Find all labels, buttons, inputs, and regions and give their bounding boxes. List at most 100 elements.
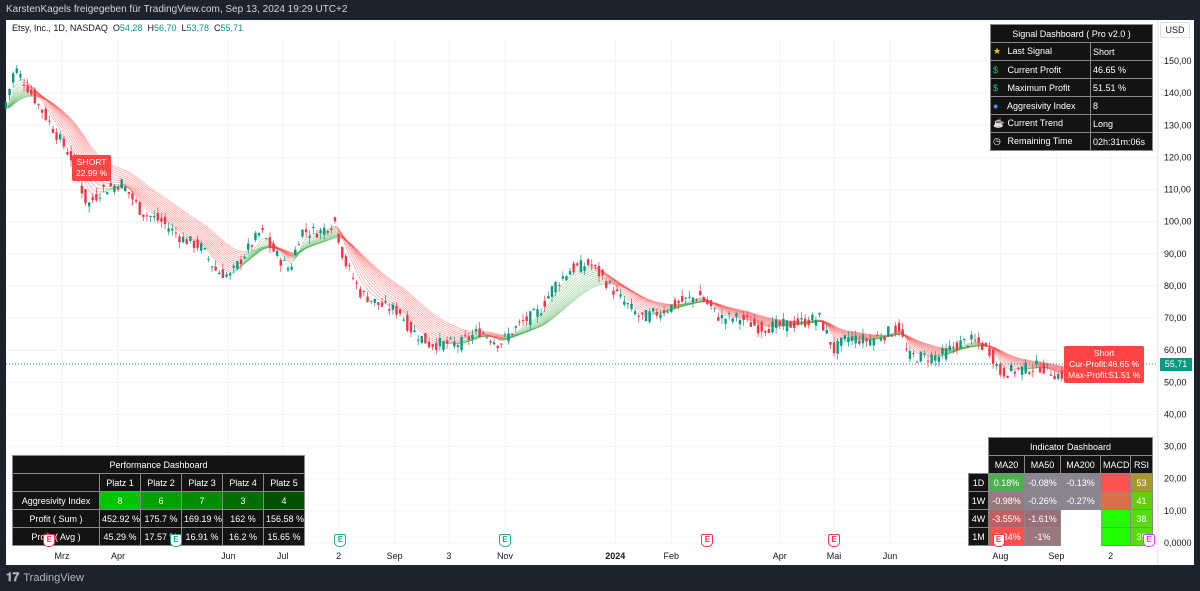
ribbon-segment — [220, 244, 225, 249]
ribbon-segment — [969, 345, 974, 348]
ribbon-segment — [864, 335, 869, 337]
ribbon-segment — [911, 337, 916, 341]
ribbon-segment — [325, 228, 330, 231]
ribbon-segment — [354, 255, 359, 263]
candle-body — [876, 335, 879, 337]
ribbon-segment — [249, 252, 254, 255]
ribbon-segment — [340, 237, 345, 240]
ribbon-segment — [94, 150, 99, 156]
ribbon-segment — [14, 84, 19, 91]
ribbon-segment — [336, 228, 341, 232]
ribbon-segment — [314, 242, 319, 245]
ribbon-segment — [209, 238, 215, 243]
candle-body — [243, 256, 246, 259]
candle-body — [923, 353, 926, 355]
earnings-marker[interactable]: E — [498, 534, 511, 547]
ribbon-segment — [159, 194, 164, 198]
ribbon-segment — [517, 333, 522, 335]
ribbon-segment — [61, 112, 66, 117]
ribbon-segment — [141, 188, 146, 192]
ribbon-segment — [1049, 365, 1053, 368]
ribbon-segment — [47, 100, 52, 105]
ribbon-segment — [618, 284, 623, 289]
ribbon-segment — [915, 341, 920, 344]
ribbon-segment — [213, 232, 218, 237]
currency-button[interactable]: USD — [1160, 22, 1190, 38]
ribbon-segment — [83, 135, 88, 142]
ribbon-segment — [448, 329, 453, 332]
ribbon-segment — [1005, 355, 1010, 359]
ribbon-segment — [1005, 358, 1010, 362]
ribbon-segment — [293, 255, 298, 259]
tradingview-logo[interactable]: 𝟏𝟕 TradingView — [6, 570, 84, 585]
ribbon-segment — [911, 342, 916, 346]
ribbon-segment — [173, 209, 178, 213]
ribbon-segment — [593, 278, 598, 281]
ribbon-segment — [141, 190, 146, 194]
ribbon-segment — [329, 236, 334, 239]
ribbon-segment — [531, 317, 536, 322]
ribbon-segment — [166, 212, 171, 216]
ribbon-segment — [857, 332, 862, 334]
candle-body — [623, 301, 626, 305]
earnings-marker[interactable]: E — [992, 534, 1005, 547]
ribbon-segment — [253, 253, 258, 257]
candle-body — [746, 315, 749, 318]
ribbon-segment — [922, 348, 927, 351]
ribbon-segment — [828, 325, 833, 330]
ribbon-segment — [209, 250, 215, 256]
ribbon-segment — [231, 255, 236, 258]
earnings-marker[interactable]: E — [43, 534, 56, 547]
ribbon-segment — [517, 330, 522, 335]
ribbon-segment — [531, 324, 536, 327]
candle-body — [843, 335, 847, 339]
ribbon-segment — [492, 335, 496, 337]
ribbon-segment — [560, 294, 565, 300]
ribbon-segment — [372, 265, 377, 270]
earnings-marker[interactable]: E — [334, 534, 347, 547]
ribbon-segment — [181, 226, 186, 230]
ribbon-segment — [412, 302, 417, 306]
ribbon-segment — [354, 248, 359, 254]
ribbon-segment — [213, 242, 218, 247]
ribbon-segment — [636, 294, 641, 298]
ribbon-segment — [625, 286, 630, 291]
ribbon-segment — [246, 258, 251, 263]
ribbon-segment — [76, 138, 81, 146]
ribbon-segment — [513, 334, 518, 337]
candle-body — [181, 236, 185, 243]
ribbon-segment — [810, 321, 815, 323]
candle-body — [807, 319, 810, 326]
candle-body — [644, 310, 648, 322]
ribbon-segment — [54, 113, 59, 120]
ribbon-segment — [1056, 367, 1061, 370]
ribbon-segment — [622, 284, 627, 288]
ribbon-segment — [293, 254, 298, 258]
ribbon-segment — [698, 301, 703, 303]
ribbon-segment — [379, 282, 385, 287]
ribbon-segment — [542, 322, 547, 326]
candle-body — [677, 300, 680, 304]
ribbon-segment — [445, 329, 450, 332]
ribbon-segment — [54, 117, 59, 124]
candle-body — [167, 228, 170, 232]
ribbon-segment — [437, 325, 442, 329]
ribbon-segment — [542, 311, 547, 317]
ribbon-segment — [61, 119, 66, 125]
ribbon-segment — [1049, 365, 1053, 367]
timeframe-label: 1D — [968, 473, 989, 492]
ribbon-segment — [767, 319, 771, 322]
ribbon-segment — [969, 346, 974, 348]
ribbon-segment — [1012, 357, 1017, 360]
ribbon-segment — [347, 241, 352, 245]
earnings-marker[interactable]: E — [701, 534, 714, 547]
ribbon-segment — [654, 304, 659, 307]
earnings-marker[interactable]: E — [1143, 534, 1155, 547]
ribbon-segment — [828, 326, 833, 333]
earnings-marker[interactable]: E — [828, 534, 841, 547]
earnings-marker[interactable]: E — [169, 534, 182, 547]
ribbon-segment — [654, 301, 659, 304]
ribbon-segment — [365, 270, 370, 277]
ribbon-segment — [260, 237, 265, 241]
